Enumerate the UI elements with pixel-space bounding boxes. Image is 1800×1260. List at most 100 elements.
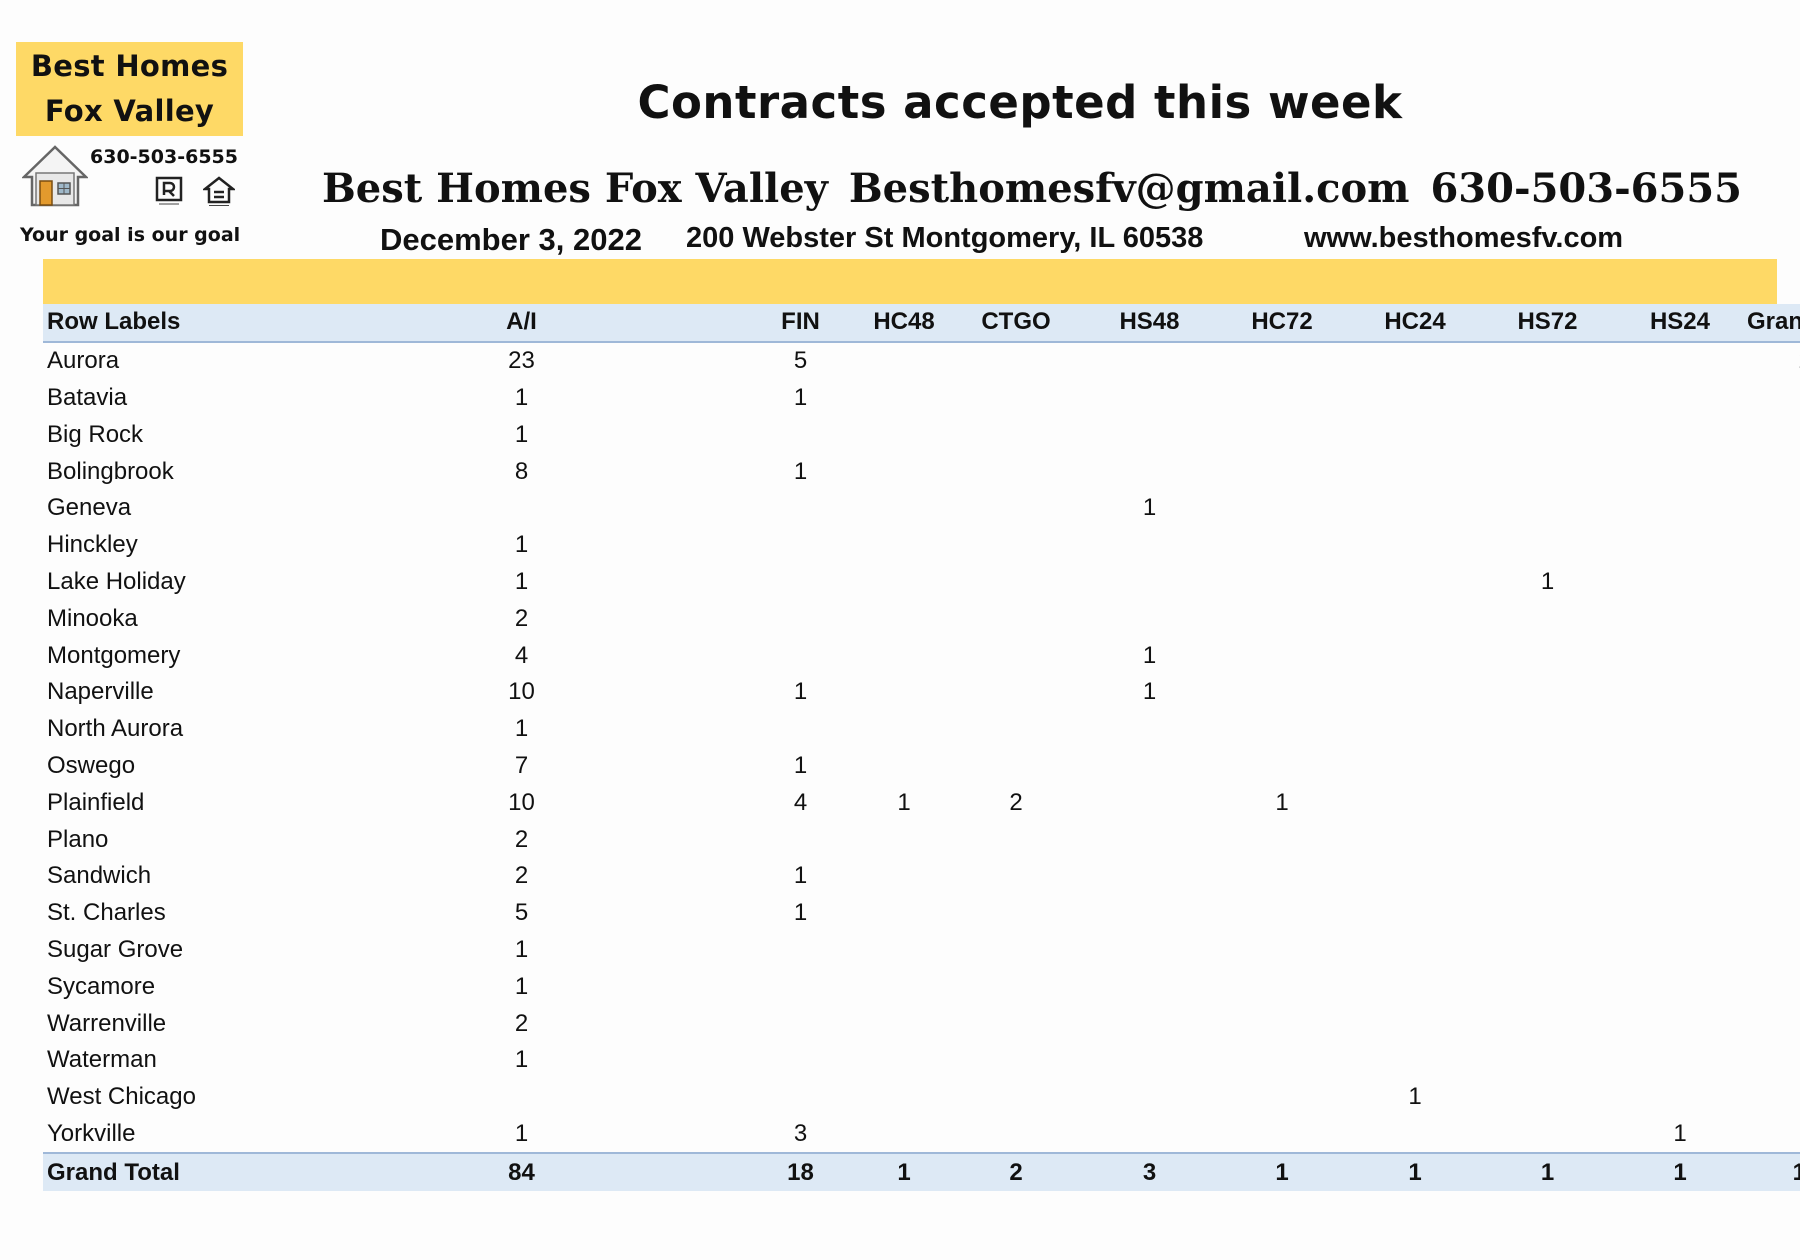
table-cell <box>949 674 1083 711</box>
table-cell <box>859 380 949 417</box>
table-cell <box>859 895 949 932</box>
total-cell: 18 <box>787 1158 814 1186</box>
row-label: Sugar Grove <box>47 935 184 963</box>
table-cell <box>1216 380 1348 417</box>
table-row: St. Charles 5 1 6 <box>43 895 1800 932</box>
table-cell <box>742 1005 859 1042</box>
logo-tagline: Your goal is our goal <box>20 224 241 246</box>
table-cell: 2 <box>1747 380 1800 417</box>
table-cell <box>1613 932 1747 969</box>
table-cell: 2 <box>514 1009 529 1037</box>
table-cell: 28 <box>1747 342 1800 380</box>
table-cell <box>949 637 1083 674</box>
row-label: Hinckley <box>47 531 138 559</box>
table-cell <box>1348 416 1482 453</box>
total-cell: 3 <box>1142 1158 1157 1186</box>
table-cell: 1 <box>793 751 808 779</box>
table-cell <box>949 416 1083 453</box>
table-cell <box>1482 342 1613 380</box>
table-cell: 5 <box>1747 1116 1800 1154</box>
table-cell <box>742 416 859 453</box>
total-cell: 1 <box>1408 1158 1422 1186</box>
table-cell <box>1482 711 1613 748</box>
table-cell <box>949 380 1083 417</box>
row-label: Yorkville <box>47 1119 136 1147</box>
house-icon <box>22 145 88 207</box>
company-name: Best Homes Fox Valley <box>322 165 828 212</box>
table-cell <box>859 1079 949 1116</box>
table-cell <box>1083 564 1216 601</box>
table-cell <box>949 821 1083 858</box>
table-cell <box>949 1042 1083 1079</box>
table-cell: 1 <box>1747 1042 1800 1079</box>
table-cell: 1 <box>1747 416 1800 453</box>
table-cell <box>1348 895 1482 932</box>
table-cell <box>1348 932 1482 969</box>
website-url: www.besthomesfv.com <box>1304 222 1624 254</box>
table-cell <box>301 1079 742 1116</box>
table-cell <box>1348 527 1482 564</box>
table-cell <box>949 453 1083 490</box>
row-label: Bolingbrook <box>47 457 174 485</box>
table-cell <box>1482 784 1613 821</box>
table-cell <box>949 895 1083 932</box>
table-row: Sycamore 1 1 <box>43 968 1800 1005</box>
table-cell <box>1083 600 1216 637</box>
table-row: Big Rock 1 1 <box>43 416 1800 453</box>
table-cell <box>1216 1079 1348 1116</box>
table-cell <box>1216 932 1348 969</box>
contact-email: Besthomesfv@gmail.com <box>848 165 1410 212</box>
table-cell: 1 <box>1747 932 1800 969</box>
table-cell <box>1216 416 1348 453</box>
table-cell <box>1216 1116 1348 1154</box>
table-cell: 2 <box>514 862 529 890</box>
table-cell <box>1482 453 1613 490</box>
grand-total-row: Grand Total 84 18 1 2 3 1 1 1 1 112 <box>43 1153 1800 1192</box>
row-label: Naperville <box>47 678 154 706</box>
table-cell <box>949 1079 1083 1116</box>
table-cell: 10 <box>508 678 535 706</box>
row-label: Sycamore <box>47 972 156 1000</box>
table-cell <box>1482 748 1613 785</box>
table-cell <box>742 1042 859 1079</box>
table-cell <box>1348 637 1482 674</box>
table-cell: 1 <box>514 972 529 1000</box>
table-row: Yorkville 1 3 1 5 <box>43 1116 1800 1154</box>
table-cell <box>1482 600 1613 637</box>
total-cell: 1 <box>897 1158 911 1186</box>
table-cell <box>1482 527 1613 564</box>
table-cell: 2 <box>1747 1005 1800 1042</box>
table-cell <box>742 711 859 748</box>
table-cell <box>949 600 1083 637</box>
table-cell <box>1083 380 1216 417</box>
row-label: Waterman <box>47 1046 157 1074</box>
column-header: HC48 <box>873 308 935 336</box>
table-cell <box>1348 600 1482 637</box>
table-cell <box>1216 490 1348 527</box>
table-cell <box>1083 453 1216 490</box>
table-cell <box>1613 1005 1747 1042</box>
table-cell <box>1613 674 1747 711</box>
table-cell <box>859 1116 949 1154</box>
table-cell <box>1482 1116 1613 1154</box>
table-cell <box>1083 968 1216 1005</box>
table-cell <box>1348 711 1482 748</box>
table-row: West Chicago 1 1 <box>43 1079 1800 1116</box>
table-cell: 1 <box>793 899 808 927</box>
table-cell <box>1348 453 1482 490</box>
column-header: FIN <box>781 308 820 336</box>
table-cell <box>1482 637 1613 674</box>
column-header: HC72 <box>1251 308 1313 336</box>
table-cell <box>1613 748 1747 785</box>
table-cell: 9 <box>1747 453 1800 490</box>
table-cell: 1 <box>1747 490 1800 527</box>
table-cell <box>1216 748 1348 785</box>
table-cell: 1 <box>793 862 808 890</box>
contracts-table: Row Labels A/I FIN HC48 CTGO HS48 HC72 HC24 HS72… <box>43 304 1800 1192</box>
table-row: Minooka 2 2 <box>43 600 1800 637</box>
table-cell: 4 <box>514 641 529 669</box>
table-cell: 3 <box>793 1119 808 1147</box>
table-cell <box>301 490 742 527</box>
table-cell: 2 <box>1747 821 1800 858</box>
table-cell <box>859 600 949 637</box>
